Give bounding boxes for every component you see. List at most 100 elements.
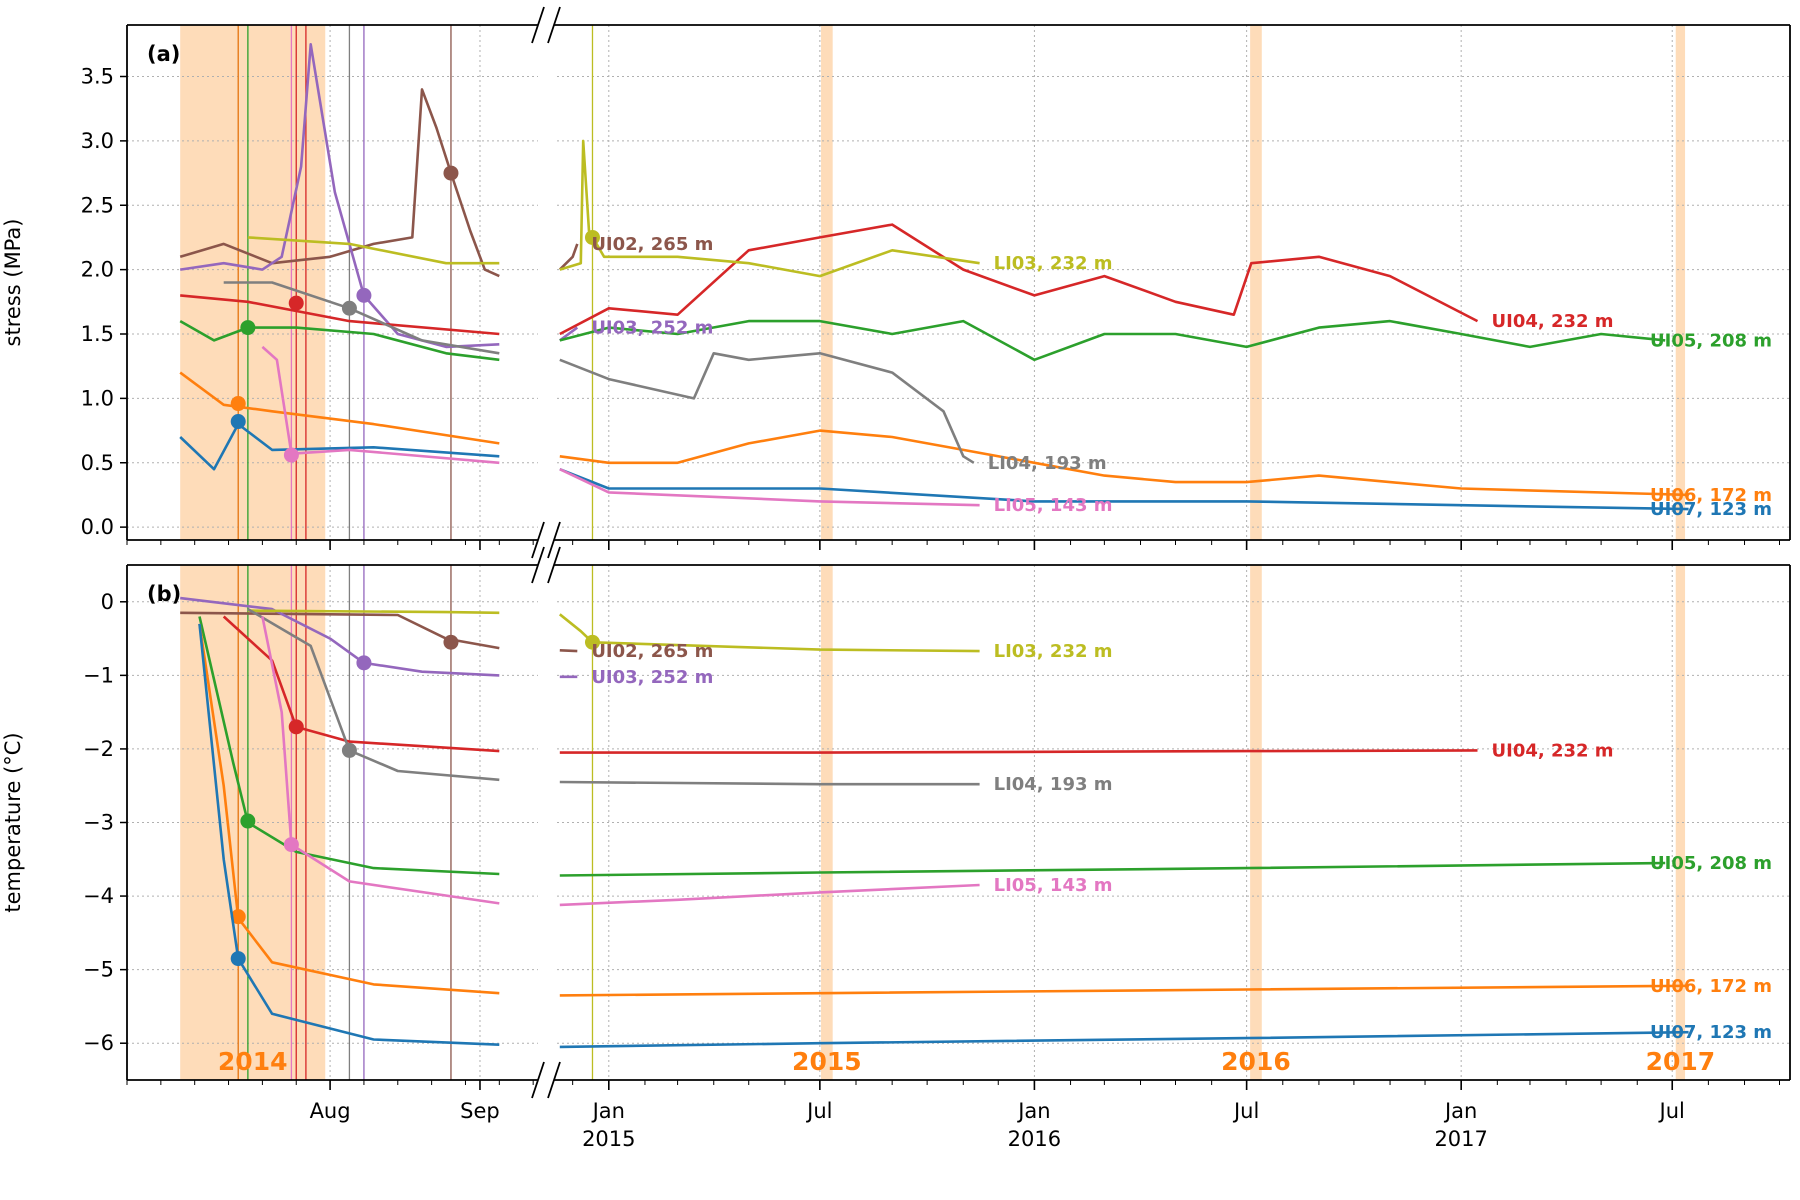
series-line-ui06-cont <box>559 429 1689 497</box>
y-axis-label: stress (MPa) <box>1 219 25 347</box>
x-tick-label: Sep <box>460 1099 500 1123</box>
series-label-ui02: UI02, 265 m <box>591 234 713 255</box>
background-layer <box>180 25 1686 1080</box>
x-tick-label: Jul <box>1658 1099 1685 1123</box>
series-line-ui02-cont <box>559 649 578 653</box>
series-layer <box>179 42 1689 1049</box>
text-layer: UI02, 265 m UI03, 252 m UI04, 232 m UI05, 2… <box>1 42 1772 1151</box>
axis-break-mark <box>547 546 561 584</box>
axis-break-mark <box>547 521 561 559</box>
series-line-ui05 <box>198 616 500 876</box>
y-tick-label: 1.0 <box>81 386 114 410</box>
axis-break-mark <box>531 521 545 559</box>
series-marker-li03 <box>584 634 600 650</box>
series-label-ui07: UI07, 123 m <box>1650 499 1772 520</box>
panel-label: (b) <box>147 582 181 606</box>
series-label-ui05: UI05, 208 m <box>1650 330 1772 351</box>
y-tick-label: 0.5 <box>81 451 114 475</box>
axis-break-mark <box>531 546 545 584</box>
series-marker-ui04 <box>288 295 304 311</box>
series-marker-li05 <box>283 837 299 853</box>
series-line-li03-cont <box>559 139 980 278</box>
x-tick-label: Jul <box>1232 1099 1259 1123</box>
series-label-ui03: UI03, 252 m <box>591 667 713 688</box>
series-line-li05-cont <box>559 468 980 507</box>
x-tick-label: Jan <box>1443 1099 1477 1123</box>
y-tick-label: 2.5 <box>81 193 114 217</box>
series-marker-li05 <box>283 447 299 463</box>
series-marker-ui06 <box>230 909 246 925</box>
x-tick-label: 2015 <box>582 1127 635 1151</box>
y-tick-label: −4 <box>83 884 114 908</box>
series-line-ui07 <box>179 422 500 471</box>
series-marker-ui07 <box>230 414 246 430</box>
y-tick-label: 0 <box>101 590 114 614</box>
season-band-0-2 <box>1250 25 1262 540</box>
axes-frame-layer <box>120 6 1791 1099</box>
series-marker-ui04 <box>288 719 304 735</box>
series-label-ui04: UI04, 232 m <box>1492 740 1614 761</box>
series-label-ui02: UI02, 265 m <box>591 641 713 662</box>
series-label-ui03: UI03, 252 m <box>591 318 713 339</box>
season-band-1-3 <box>1675 565 1686 1080</box>
x-tick-label: 2017 <box>1434 1127 1487 1151</box>
series-line-ui05-cont <box>559 319 1666 362</box>
y-tick-label: −3 <box>83 811 114 835</box>
series-line-li04-cont <box>559 351 975 464</box>
series-label-ui04: UI04, 232 m <box>1492 311 1614 332</box>
series-line-ui04 <box>180 294 500 336</box>
series-label-ui06: UI06, 172 m <box>1650 485 1772 506</box>
series-marker-ui03 <box>356 287 372 303</box>
panel-label: (a) <box>147 42 180 66</box>
y-tick-label: −1 <box>83 663 114 687</box>
x-tick-label: Aug <box>310 1099 351 1123</box>
y-tick-label: 1.5 <box>81 322 114 346</box>
series-label-ui07: UI07, 123 m <box>1650 1022 1772 1043</box>
year-label: 2014 <box>218 1047 288 1076</box>
series-line-ui05 <box>179 319 500 362</box>
series-marker-ui02 <box>443 165 459 181</box>
series-label-ui06: UI06, 172 m <box>1650 976 1772 997</box>
season-band-1-2 <box>1250 565 1262 1080</box>
y-tick-label: 0.0 <box>81 515 114 539</box>
series-marker-li04 <box>341 300 357 316</box>
series-line-ui04-cont <box>559 223 1479 336</box>
series-line-ui04-cont <box>559 749 1478 754</box>
y-tick-label: 2.0 <box>81 258 114 282</box>
x-tick-label: 2016 <box>1008 1127 1061 1151</box>
axis-break-mark <box>547 6 561 44</box>
series-line-ui06 <box>198 623 500 995</box>
series-marker-ui05 <box>240 813 256 829</box>
y-tick-label: 3.5 <box>81 65 114 89</box>
series-line-ui07 <box>198 623 500 1046</box>
series-line-ui07-cont <box>559 1030 1689 1049</box>
year-label: 2015 <box>792 1047 862 1076</box>
series-line-ui07-cont <box>559 467 1689 511</box>
axis-break-mark <box>531 6 545 44</box>
y-tick-label: 3.0 <box>81 129 114 153</box>
series-marker-ui02 <box>443 634 459 650</box>
series-marker-ui03 <box>356 655 372 671</box>
season-band-0-3 <box>1675 25 1686 540</box>
y-tick-label: −2 <box>83 737 114 761</box>
series-line-ui03 <box>180 42 500 349</box>
series-line-li05-cont <box>559 883 980 907</box>
series-line-ui03 <box>180 596 500 677</box>
grid-layer <box>127 25 1790 1080</box>
series-label-li03: LI03, 232 m <box>994 641 1113 662</box>
series-label-li04: LI04, 193 m <box>994 774 1113 795</box>
series-line-li03 <box>247 236 500 265</box>
series-label-ui05: UI05, 208 m <box>1650 853 1772 874</box>
series-marker-ui05 <box>240 320 256 336</box>
season-band-0-1 <box>821 25 833 540</box>
y-axis-label: temperature (°C) <box>1 732 25 912</box>
series-line-ui02 <box>180 611 500 650</box>
series-label-li05: LI05, 143 m <box>994 495 1113 516</box>
series-line-ui05-cont <box>559 861 1666 877</box>
x-tick-label: Jul <box>805 1099 832 1123</box>
series-label-li05: LI05, 143 m <box>994 875 1113 896</box>
season-band-1-1 <box>821 565 833 1080</box>
axis-break-mark <box>531 1061 545 1099</box>
x-tick-label: Jan <box>591 1099 625 1123</box>
